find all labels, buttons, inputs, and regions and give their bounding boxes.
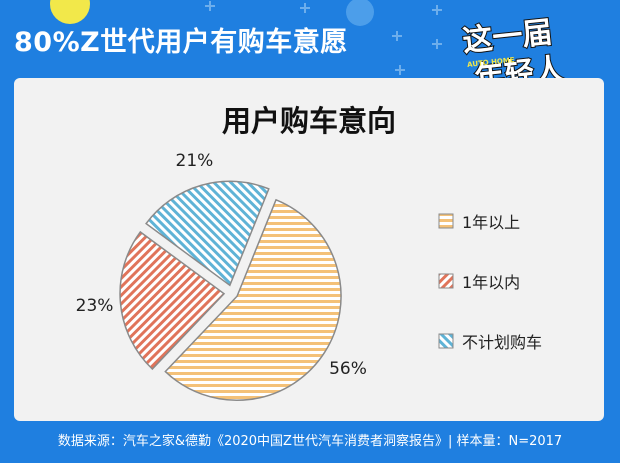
chart-card: 用户购车意向 56% 23% 21% 1年以上 bbox=[14, 78, 604, 421]
legend-item-2: 不计划购车 bbox=[438, 328, 542, 354]
slice-label-0: 56% bbox=[329, 359, 367, 379]
legend-item-0: 1年以上 bbox=[438, 208, 542, 234]
pie-slice-2 bbox=[145, 180, 270, 287]
slice-label-2: 21% bbox=[176, 151, 214, 171]
legend-swatch-0 bbox=[438, 213, 454, 229]
legend-label-1: 1年以内 bbox=[462, 273, 521, 292]
legend-swatch-1 bbox=[438, 273, 454, 289]
logo-line1: 这一届 bbox=[461, 15, 554, 59]
chart-legend: 1年以上 1年以内 不计划购车 bbox=[438, 208, 542, 388]
pie-chart: 56% 23% 21% bbox=[76, 151, 367, 401]
legend-label-0: 1年以上 bbox=[462, 213, 521, 232]
data-source-footer: 数据来源：汽车之家&德勤《2020中国Z世代汽车消费者洞察报告》| 样本量：N=… bbox=[57, 434, 563, 449]
yellow-dot-decoration bbox=[50, 0, 90, 24]
page-title: 80%Z世代用户有购车意愿 bbox=[14, 27, 348, 58]
chart-title: 用户购车意向 bbox=[221, 104, 396, 138]
slice-label-1: 23% bbox=[76, 296, 114, 316]
light-dot-decoration bbox=[346, 0, 374, 26]
pie-slice-1 bbox=[119, 230, 226, 371]
legend-item-1: 1年以内 bbox=[438, 268, 542, 294]
plus-marks-decoration bbox=[205, 1, 442, 75]
legend-swatch-2 bbox=[438, 333, 454, 349]
legend-label-2: 不计划购车 bbox=[462, 333, 543, 352]
pie-slice-0 bbox=[164, 198, 342, 401]
